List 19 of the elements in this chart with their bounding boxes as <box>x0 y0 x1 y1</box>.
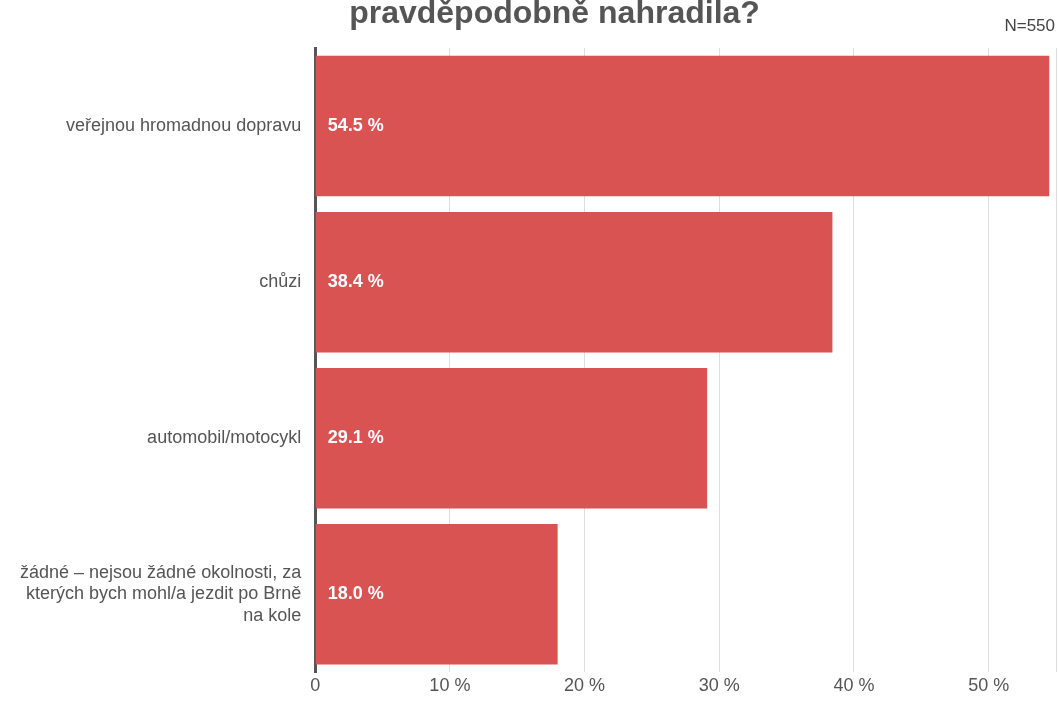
data-label: 18.0 % <box>327 583 384 604</box>
x-tick-label: 0 <box>310 675 321 696</box>
bar <box>315 211 833 353</box>
y-tick-label: automobil/motocykl <box>147 427 302 448</box>
y-tick-label: veřejnou hromadnou dopravu <box>66 115 302 136</box>
bar <box>315 368 708 509</box>
y-tick-label: žádné – nejsou žádné okolnosti, za kterých bych mohl/a jezdit po Brně na kole <box>19 561 303 625</box>
bar <box>315 55 1050 197</box>
x-tick-label: 20 % <box>564 675 606 696</box>
text: N=550 <box>1004 16 1055 36</box>
x-tick-label: 10 % <box>429 675 471 696</box>
x-tick-label: 40 % <box>833 675 875 696</box>
bar <box>315 524 558 665</box>
data-label: 38.4 % <box>327 271 384 292</box>
data-label: 29.1 % <box>327 427 384 448</box>
data-label: 54.5 % <box>327 115 384 136</box>
y-tick-label: chůzi <box>259 271 302 292</box>
x-tick-label: 50 % <box>968 675 1010 696</box>
x-tick-label: 30 % <box>698 675 740 696</box>
